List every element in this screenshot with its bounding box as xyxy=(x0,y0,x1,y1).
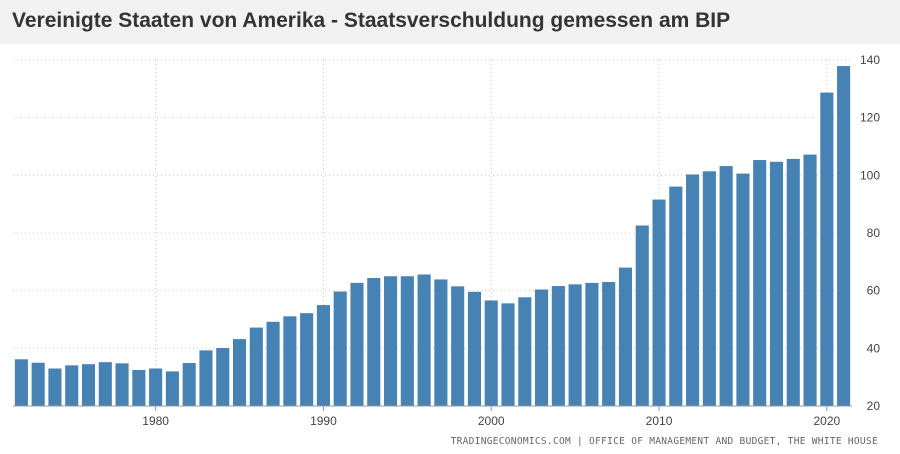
bar xyxy=(753,160,767,406)
bar xyxy=(216,348,230,406)
bar xyxy=(769,161,784,406)
y-tick-label: 60 xyxy=(867,284,881,298)
bar xyxy=(31,362,45,406)
bar xyxy=(384,276,398,406)
x-tick-label: 2010 xyxy=(646,414,673,428)
bar xyxy=(266,321,280,406)
bar xyxy=(635,225,649,406)
bar xyxy=(451,286,465,406)
x-tick-label: 1980 xyxy=(142,414,169,428)
bar xyxy=(400,276,414,406)
chart-title: Vereinigte Staaten von Amerika - Staatsv… xyxy=(12,9,731,32)
bar xyxy=(350,282,364,406)
bar xyxy=(165,371,179,406)
bar xyxy=(467,291,481,406)
bar xyxy=(81,364,96,406)
bar xyxy=(14,359,28,406)
bar xyxy=(551,286,565,406)
bar xyxy=(333,291,347,406)
y-tick-label: 40 xyxy=(867,341,881,355)
y-tick-label: 20 xyxy=(867,399,881,413)
bar xyxy=(48,368,62,406)
x-tick-label: 2000 xyxy=(478,414,505,428)
bar xyxy=(686,174,700,406)
bar xyxy=(182,363,196,406)
bar xyxy=(602,282,616,406)
bar xyxy=(367,277,381,406)
x-tick-label: 2020 xyxy=(813,414,840,428)
bar xyxy=(98,362,112,406)
bar xyxy=(115,363,129,406)
bar xyxy=(501,303,515,406)
y-tick-label: 140 xyxy=(860,53,880,67)
axes: 20 40 60 80 100 120 140 1980 1990 2000 2010 2020 xyxy=(13,53,880,428)
bar xyxy=(149,368,163,406)
bar xyxy=(484,300,498,406)
bars xyxy=(14,66,851,407)
bar xyxy=(669,186,683,406)
bar xyxy=(820,92,834,406)
bar xyxy=(618,267,633,406)
bar xyxy=(786,158,800,406)
bar xyxy=(417,274,431,406)
source-note: TRADINGECONOMICS.COM | OFFICE OF MANAGEM… xyxy=(451,436,878,447)
bar xyxy=(652,199,666,406)
title-bar xyxy=(0,0,900,44)
bar xyxy=(535,289,549,406)
bar xyxy=(65,365,79,406)
bar xyxy=(518,297,532,406)
bar xyxy=(719,166,733,406)
bar xyxy=(283,316,297,406)
bar xyxy=(585,282,599,406)
bar xyxy=(434,279,448,406)
y-tick-label: 80 xyxy=(867,226,881,240)
bar xyxy=(803,154,817,406)
bar xyxy=(736,173,750,406)
y-tick-label: 120 xyxy=(860,111,880,125)
y-tick-label: 100 xyxy=(860,168,880,182)
bar xyxy=(199,350,213,406)
bar xyxy=(249,327,263,406)
bar xyxy=(316,305,330,406)
x-tick-label: 1990 xyxy=(310,414,337,428)
bar xyxy=(568,284,582,406)
bar xyxy=(232,339,247,406)
bar xyxy=(702,171,716,406)
bar xyxy=(300,313,314,406)
bar xyxy=(837,66,851,407)
bar xyxy=(132,369,146,406)
